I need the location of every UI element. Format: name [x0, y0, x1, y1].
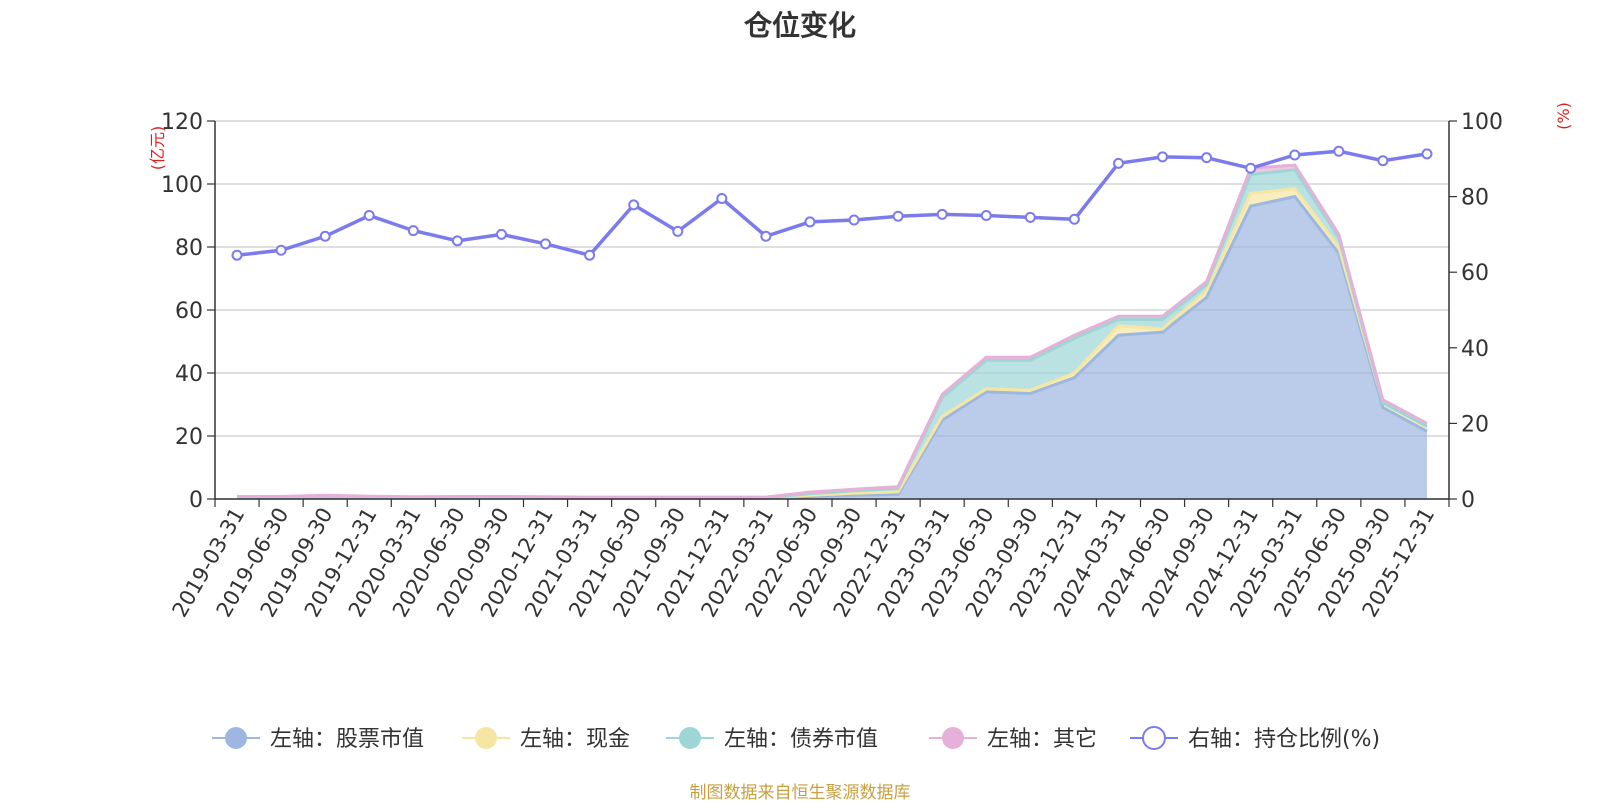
- ratio-point: [319, 230, 331, 242]
- ratio-point: [363, 210, 375, 221]
- legend-label: 右轴：持仓比例(%): [1188, 727, 1380, 752]
- legend-label: 左轴：其它: [987, 727, 1097, 752]
- ratio-point: [1333, 145, 1345, 157]
- right-tick-label: 100: [1461, 110, 1503, 135]
- source-note: 制图数据来自恒生聚源数据库: [689, 783, 911, 803]
- ratio-point: [407, 225, 419, 237]
- right-axis-unit: (%): [1554, 102, 1573, 130]
- ratio-point: [495, 228, 507, 240]
- right-tick-label: 20: [1461, 412, 1489, 437]
- ratio-point: [540, 238, 552, 250]
- legend-marker: [942, 727, 964, 749]
- left-tick-label: 120: [161, 110, 203, 135]
- chart-title: 仓位变化: [743, 9, 856, 42]
- legend-label: 左轴：现金: [520, 727, 630, 752]
- legend-marker: [475, 727, 497, 749]
- ratio-point: [231, 249, 243, 261]
- ratio-point: [584, 249, 596, 261]
- ratio-point: [275, 244, 287, 256]
- left-tick-label: 60: [175, 299, 203, 324]
- ratio-point: [451, 235, 463, 247]
- right-tick-label: 40: [1461, 337, 1489, 362]
- ratio-point: [1377, 155, 1389, 167]
- ratio-point: [1068, 213, 1080, 225]
- ratio-point: [716, 192, 728, 204]
- area-series: [237, 196, 1427, 499]
- right-tick-label: 0: [1461, 488, 1475, 513]
- right-tick-label: 60: [1461, 261, 1489, 286]
- ratio-point: [892, 210, 904, 222]
- legend-marker: [225, 727, 247, 749]
- ratio-point: [1201, 152, 1213, 164]
- ratio-point: [628, 199, 640, 211]
- ratio-point: [1157, 151, 1169, 163]
- legend-marker: [1142, 726, 1166, 750]
- ratio-point: [672, 225, 684, 237]
- area-series-line: [237, 163, 1428, 499]
- left-tick-label: 40: [175, 362, 203, 387]
- ratio-point: [1421, 148, 1433, 160]
- right-tick-label: 80: [1461, 186, 1489, 211]
- ratio-point: [1024, 211, 1036, 223]
- ratio-point: [804, 216, 816, 228]
- legend-label: 左轴：股票市值: [270, 727, 424, 752]
- ratio-point: [1289, 149, 1301, 161]
- legend-marker: [679, 727, 701, 749]
- ratio-point: [1112, 157, 1124, 169]
- ratio-point: [1245, 162, 1257, 174]
- legend-label: 左轴：债券市值: [724, 727, 878, 752]
- area-series: [237, 169, 1427, 499]
- left-tick-label: 0: [189, 488, 203, 513]
- ratio-point: [848, 214, 860, 226]
- left-tick-label: 100: [161, 173, 203, 198]
- ratio-point: [980, 210, 992, 221]
- ratio-line: [236, 149, 1428, 258]
- left-tick-label: 80: [175, 236, 203, 261]
- left-axis-unit: (亿元): [148, 126, 167, 171]
- left-tick-label: 20: [175, 425, 203, 450]
- ratio-point: [760, 230, 772, 242]
- ratio-point: [936, 208, 948, 220]
